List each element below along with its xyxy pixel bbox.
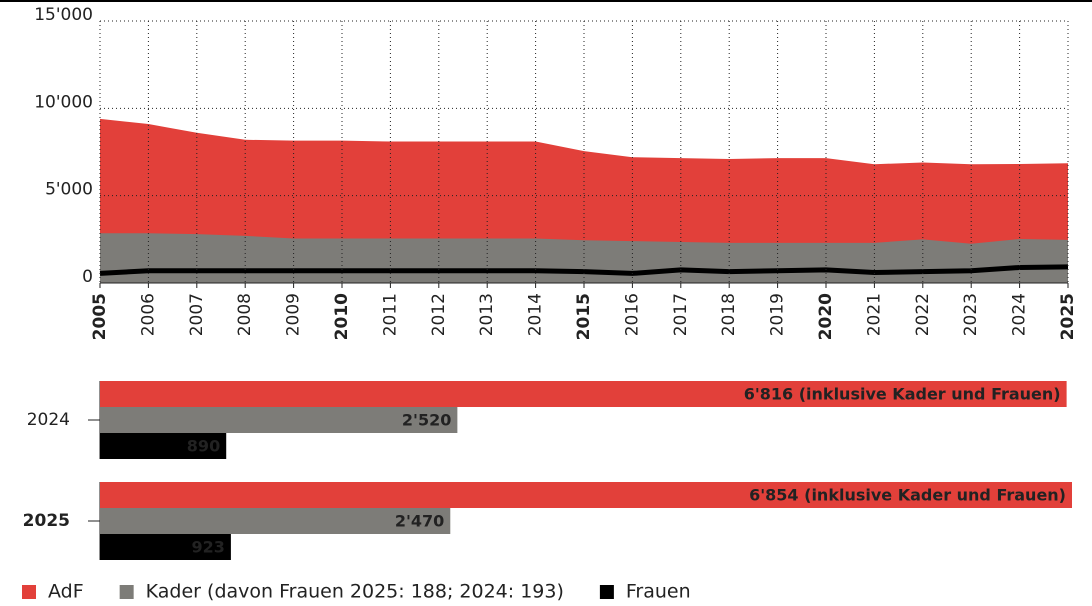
x-tick-label: 2017 [671,293,691,336]
bar [100,407,458,433]
x-tick-label: 2022 [913,293,933,336]
area [100,233,1068,283]
y-tick-label: 2024 [27,410,70,430]
bar-label: 2'520 [402,411,451,430]
legend-swatch [119,585,134,599]
x-tick-label: 2011 [380,293,400,336]
bar [100,381,1067,407]
x-tick-label: 2006 [138,293,158,336]
x-tick-label: 2020 [816,293,836,340]
x-tick-label: 2016 [622,293,642,336]
y-tick-label: 0 [82,267,93,287]
y-tick-label: 2025 [23,511,70,531]
x-tick-label: 2015 [574,293,594,340]
x-tick-label: 2018 [719,293,739,336]
bar [100,433,227,459]
bar-label: 923 [191,538,224,557]
x-tick-label: 2013 [477,293,497,336]
y-tick-label: 5'000 [45,180,93,200]
legend-label: Frauen [626,581,691,603]
line [99,264,1069,276]
x-tick-label: 2023 [961,293,981,336]
bar [100,508,451,534]
bar-label: 6'816 (inklusive Kader und Frauen) [744,385,1061,404]
x-tick-label: 2021 [864,293,884,336]
x-tick-label: 2024 [1010,293,1030,336]
x-tick-label: 2008 [235,293,255,336]
x-tick-label: 2010 [332,293,352,340]
x-tick-label: 2007 [187,293,207,336]
x-tick-label: 2014 [526,293,546,336]
bar-label: 890 [187,437,220,456]
x-tick-label: 2009 [284,293,304,336]
y-tick-label: 10'000 [34,92,93,112]
bar-label: 2'470 [395,512,444,531]
legend-swatch [599,585,614,599]
bar [100,534,231,560]
x-tick-label: 2025 [1058,293,1078,340]
bar [100,482,1072,508]
x-tick-label: 2005 [90,293,110,340]
y-tick-label: 15'000 [34,5,93,25]
legend-label: Kader (davon Frauen 2025: 188; 2024: 193… [146,581,564,603]
legend-label: AdF [48,581,84,603]
bar-label: 6'854 (inklusive Kader und Frauen) [749,486,1066,505]
x-tick-label: 2019 [768,293,788,336]
x-tick-label: 2012 [429,293,449,336]
legend-swatch [22,585,36,599]
